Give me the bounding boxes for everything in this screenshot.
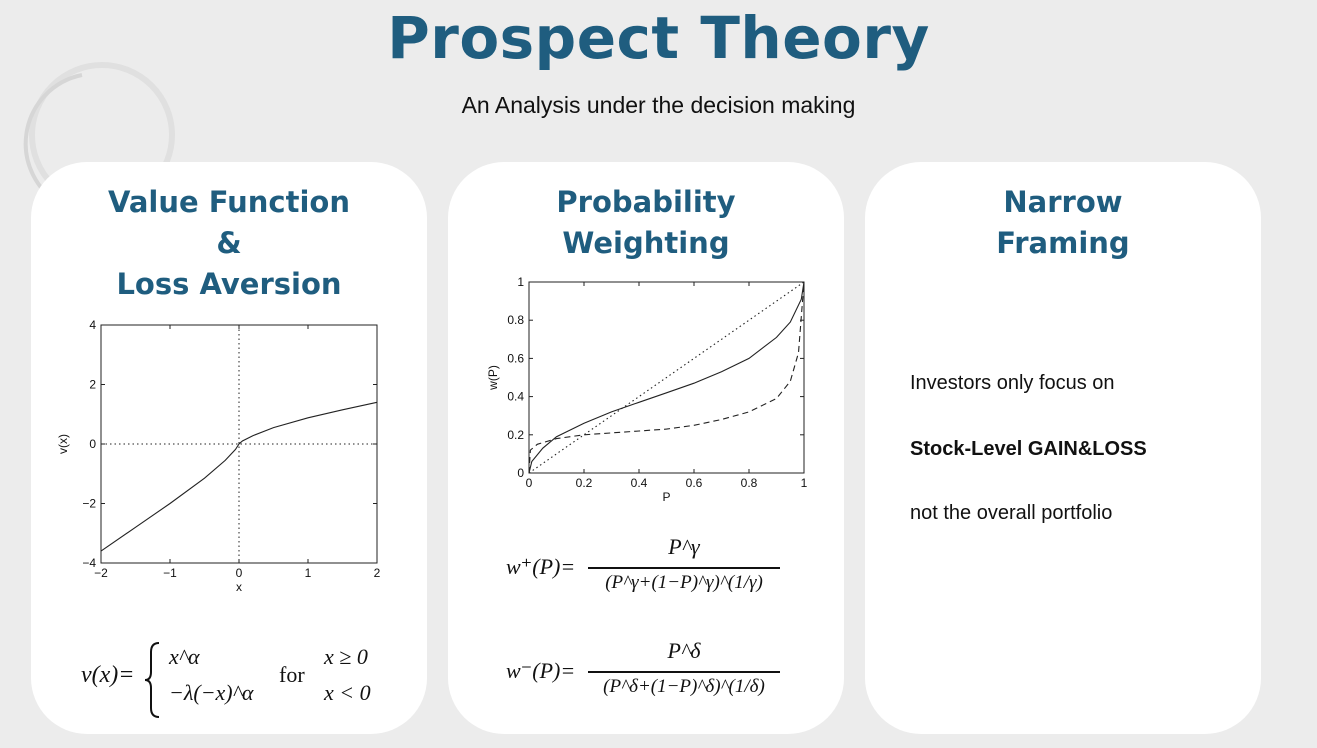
y-tick-label: 0.4 xyxy=(507,390,524,404)
y-tick-label: 1 xyxy=(517,275,524,289)
y-tick-label: 4 xyxy=(89,318,96,332)
heading-line: Framing xyxy=(996,226,1130,260)
formula-numerator: P^δ xyxy=(667,638,701,663)
probability-weighting-card: Probability Weighting 0 0.2 0.4 0.6 0.8 1 0 0.2… xyxy=(448,162,844,734)
formula-numerator: P^γ xyxy=(668,534,700,559)
x-tick-label: −2 xyxy=(94,566,108,580)
formula-denominator: (P^γ+(1−P)^γ)^(1/γ) xyxy=(605,572,763,593)
y-tick-label: 0 xyxy=(89,437,96,451)
fraction-bar xyxy=(588,567,780,569)
card-heading: Narrow Framing xyxy=(865,182,1261,264)
narrow-framing-card: Narrow Framing Investors only focus on S… xyxy=(865,162,1261,734)
formula-lhs: w⁺(P)= xyxy=(506,554,576,579)
x-tick-label: 0 xyxy=(526,476,533,490)
x-tick-label: 0.6 xyxy=(686,476,703,490)
series-line-w-p- xyxy=(528,281,805,474)
y-axis-label: w(P) xyxy=(486,365,500,391)
formula-lhs: w⁻(P)= xyxy=(506,658,576,683)
y-tick-label: 0 xyxy=(517,466,524,480)
fraction-bar xyxy=(588,671,780,673)
plot-frame xyxy=(528,281,805,474)
x-tick-label: 1 xyxy=(801,476,808,490)
heading-line: & xyxy=(216,226,242,260)
y-tick-label: 0.2 xyxy=(507,428,524,442)
x-axis-label: P xyxy=(662,490,670,504)
x-tick-label: −1 xyxy=(163,566,177,580)
x-tick-label: 0.2 xyxy=(576,476,593,490)
x-tick-label: 1 xyxy=(305,566,312,580)
card-heading: Value Function & Loss Aversion xyxy=(31,182,427,305)
probability-weighting-chart: 0 0.2 0.4 0.6 0.8 1 0 0.2 0.4 0.6 0.8 1 Pw(P) xyxy=(486,275,808,504)
x-axis-label: x xyxy=(236,580,242,594)
series-line-v-x- xyxy=(100,401,378,552)
y-axis-label: v(x) xyxy=(56,434,70,454)
heading-line: Loss Aversion xyxy=(116,267,342,301)
series-line-w-p-p xyxy=(528,281,805,474)
framing-line-3: not the overall portfolio xyxy=(910,502,1113,524)
formula-lhs: v(x)= xyxy=(81,662,135,688)
heading-line: Narrow xyxy=(1003,185,1123,219)
page-subtitle: An Analysis under the decision making xyxy=(461,92,856,118)
card-heading: Probability Weighting xyxy=(448,182,844,264)
formula-cond2: x < 0 xyxy=(324,680,371,705)
series-line-w-p- xyxy=(528,281,805,474)
heading-line: Value Function xyxy=(108,185,350,219)
formula-case1: x^α xyxy=(169,644,200,669)
heading-line: Probability xyxy=(556,185,736,219)
x-tick-label: 2 xyxy=(374,566,381,580)
x-tick-label: 0.8 xyxy=(741,476,758,490)
value-function-card: Value Function & Loss Aversion −2 −1 0 1 2 −4… xyxy=(31,162,427,734)
y-tick-label: 0.8 xyxy=(507,313,524,327)
x-tick-label: 0.4 xyxy=(631,476,648,490)
framing-line-1: Investors only focus on xyxy=(910,372,1115,394)
formula-cond1: x ≥ 0 xyxy=(324,644,368,669)
y-tick-label: −2 xyxy=(82,497,96,511)
value-function-formula: v(x)= x^α −λ(−x)^α for x ≥ 0 x < 0 xyxy=(81,640,401,720)
page-title: Prospect Theory xyxy=(387,4,930,72)
formula-for: for xyxy=(279,662,305,687)
y-tick-label: 0.6 xyxy=(507,351,524,365)
framing-line-2: Stock-Level GAIN&LOSS xyxy=(910,438,1147,460)
formula-denominator: (P^δ+(1−P)^δ)^(1/δ) xyxy=(603,676,765,697)
y-tick-label: −4 xyxy=(82,556,96,570)
w-plus-formula: w⁺(P)= P^γ (P^γ+(1−P)^γ)^(1/γ) xyxy=(506,534,826,604)
w-minus-formula: w⁻(P)= P^δ (P^δ+(1−P)^δ)^(1/δ) xyxy=(506,638,826,708)
formula-case2: −λ(−x)^α xyxy=(169,680,254,705)
heading-line: Weighting xyxy=(562,226,730,260)
x-tick-label: 0 xyxy=(236,566,243,580)
brace-icon xyxy=(144,642,160,718)
y-tick-label: 2 xyxy=(89,378,96,392)
